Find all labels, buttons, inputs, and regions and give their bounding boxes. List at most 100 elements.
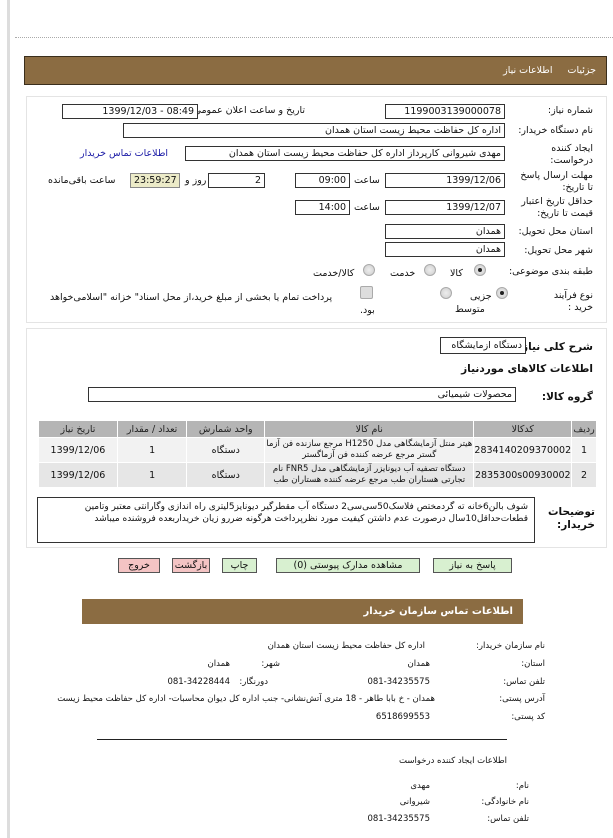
table-row: 2 2835300s00930002 دستگاه تصفیه آب دیونا… bbox=[38, 462, 597, 488]
postal-value: 6518699553 bbox=[375, 712, 430, 722]
province-value: همدان bbox=[407, 659, 430, 669]
need-number-label: شماره نیاز: bbox=[547, 105, 593, 116]
need-number-field[interactable]: 1199003139000078 bbox=[385, 104, 505, 119]
left-border bbox=[7, 0, 10, 838]
address-value: همدان - خ بابا طاهر - 18 متری آتش‌نشانی-… bbox=[57, 694, 435, 704]
creator-phone-value: 081-34235575 bbox=[367, 814, 430, 824]
category-radio-service[interactable] bbox=[424, 264, 436, 276]
buyer-field[interactable]: اداره کل حفاظت محیط زیست استان همدان bbox=[123, 123, 505, 138]
row-number: 1 bbox=[571, 437, 597, 463]
treasury-checkbox[interactable] bbox=[360, 286, 373, 299]
category-service-label: خدمت bbox=[390, 268, 416, 279]
divider bbox=[15, 37, 613, 38]
days-field: 2 bbox=[208, 173, 265, 188]
deadline-date-field[interactable]: 1399/12/06 bbox=[385, 173, 505, 188]
item-unit: دستگاه bbox=[186, 437, 266, 463]
item-name: هیتر منتل آزمایشگاهی مدل H1250 مرجع سازن… bbox=[264, 437, 475, 463]
name-value: مهدی bbox=[410, 781, 430, 791]
fax-value: 081-34228444 bbox=[167, 677, 230, 687]
city-label: شهر محل تحویل: bbox=[524, 245, 593, 256]
category-label: طبقه بندی موضوعی: bbox=[508, 266, 593, 277]
phone-value: 081-34235575 bbox=[367, 677, 430, 687]
process-medium-label: متوسط bbox=[455, 304, 485, 315]
postal-label: کد پستی: bbox=[511, 712, 545, 722]
days-label: روز و bbox=[185, 175, 207, 186]
item-qty: 1 bbox=[116, 462, 188, 488]
item-name: دستگاه تصفیه آب دیونایزر آزمایشگاهی مدل … bbox=[264, 462, 475, 488]
contact-header: اطلاعات تماس سازمان خریدار bbox=[82, 599, 523, 624]
announce-field[interactable]: 1399/12/03 - 08:49 bbox=[62, 104, 198, 119]
phone-label: تلفن تماس: bbox=[503, 677, 545, 687]
category-goods-label: کالا bbox=[450, 268, 463, 279]
city-label: شهر: bbox=[261, 659, 280, 669]
address-label: آدرس پستی: bbox=[499, 694, 545, 704]
process-minor-label: جزیی bbox=[470, 291, 492, 302]
province-label: استان محل تحویل: bbox=[518, 226, 593, 237]
tab-details[interactable]: جزئیات bbox=[567, 65, 596, 76]
col-name: نام کالا bbox=[264, 420, 475, 438]
org-label: نام سازمان خریدار: bbox=[476, 641, 545, 651]
deadline-time-field[interactable]: 09:00 bbox=[295, 173, 350, 188]
items-table: ردیف کدکالا نام کالا واحد شمارش تعداد / … bbox=[38, 420, 597, 488]
print-button[interactable]: چاپ bbox=[222, 558, 257, 573]
province-label: استان: bbox=[521, 659, 545, 669]
validity-label: حداقل تاریخ اعتبار قیمت تا تاریخ: bbox=[521, 196, 593, 219]
table-row: 1 2834140209370002 هیتر منتل آزمایشگاهی … bbox=[38, 437, 597, 463]
buyer-label: نام دستگاه خریدار: bbox=[518, 125, 593, 136]
col-code: کدکالا bbox=[473, 420, 573, 438]
name-label: نام: bbox=[515, 781, 529, 791]
announce-label: تاریخ و ساعت اعلان عمومی: bbox=[190, 105, 305, 116]
province-field[interactable]: همدان bbox=[385, 224, 505, 239]
validity-time-field[interactable]: 14:00 bbox=[295, 200, 350, 215]
treasury-text: پرداخت تمام یا بخشی از مبلغ خرید،از محل … bbox=[50, 292, 333, 303]
summary-label: شرح کلی نیاز: bbox=[517, 341, 593, 353]
deadline-time-label: ساعت bbox=[354, 175, 380, 186]
exit-button[interactable]: خروج bbox=[118, 558, 160, 573]
treasury-text-2: بود. bbox=[360, 305, 375, 316]
item-code: 2835300s00930002 bbox=[473, 462, 573, 488]
row-number: 2 bbox=[571, 462, 597, 488]
validity-date-field[interactable]: 1399/12/07 bbox=[385, 200, 505, 215]
col-date: تاریخ نیاز bbox=[38, 420, 118, 438]
fax-label: دورنگار: bbox=[239, 677, 268, 687]
creator-field[interactable]: مهدی شیروانی کارپرداز اداره کل حفاظت محی… bbox=[185, 146, 505, 161]
city-field[interactable]: همدان bbox=[385, 242, 505, 257]
remaining-time: 23:59:27 bbox=[130, 173, 180, 188]
process-radio-minor[interactable] bbox=[496, 287, 508, 299]
deadline-label: مهلت ارسال پاسخ تا تاریخ: bbox=[520, 170, 593, 193]
process-radio-medium[interactable] bbox=[440, 287, 452, 299]
family-value: شیروانی bbox=[399, 797, 430, 807]
header-bar: جزئیات اطلاعات نیاز bbox=[24, 56, 607, 85]
attachments-button[interactable]: مشاهده مدارک پیوستی (0) bbox=[276, 558, 420, 573]
creator-label: ایجاد کننده درخواست: bbox=[550, 143, 593, 166]
org-value: اداره کل حفاظت محیط زیست استان همدان bbox=[267, 641, 425, 651]
reply-button[interactable]: پاسخ به نیاز bbox=[433, 558, 512, 573]
summary-field: دستگاه ازمایشگاه bbox=[440, 337, 526, 354]
col-unit: واحد شمارش bbox=[186, 420, 266, 438]
group-field: محصولات شیمیائی bbox=[88, 387, 516, 402]
item-unit: دستگاه bbox=[186, 462, 266, 488]
contact-divider bbox=[97, 739, 507, 740]
col-row: ردیف bbox=[571, 420, 597, 438]
category-both-label: کالا/خدمت bbox=[313, 268, 355, 279]
group-label: گروه کالا: bbox=[541, 391, 593, 403]
item-date: 1399/12/06 bbox=[38, 437, 118, 463]
remaining-label: ساعت باقی‌مانده bbox=[48, 175, 116, 186]
item-qty: 1 bbox=[116, 437, 188, 463]
item-code: 2834140209370002 bbox=[473, 437, 573, 463]
category-radio-both[interactable] bbox=[363, 264, 375, 276]
item-date: 1399/12/06 bbox=[38, 462, 118, 488]
city-value: همدان bbox=[207, 659, 230, 669]
back-button[interactable]: بازگشت bbox=[172, 558, 210, 573]
tab-need-info[interactable]: اطلاعات نیاز bbox=[503, 65, 553, 76]
notes-box: شوف بالن6خانه ته گردمختص فلاسک50سی‌سی2 د… bbox=[37, 497, 535, 543]
creator-phone-label: تلفن تماس: bbox=[487, 814, 529, 824]
validity-time-label: ساعت bbox=[354, 202, 380, 213]
buyer-contact-link[interactable]: اطلاعات تماس خریدار bbox=[80, 148, 169, 159]
notes-label: توضیحات خریدار: bbox=[547, 506, 595, 531]
family-label: نام خانوادگی: bbox=[481, 797, 529, 807]
process-label: نوع فرآیند خرید : bbox=[553, 290, 593, 313]
category-radio-goods[interactable] bbox=[474, 264, 486, 276]
creator-title: اطلاعات ایجاد کننده درخواست bbox=[398, 756, 507, 766]
items-section-title: اطلاعات کالاهای موردنیاز bbox=[461, 363, 593, 375]
